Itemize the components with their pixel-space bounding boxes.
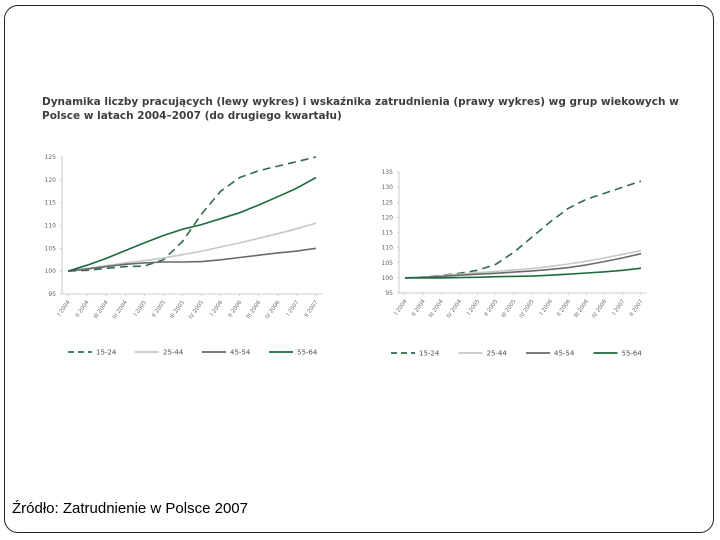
y-tick-label: 115 (45, 200, 57, 207)
x-tick-label: II 2006 (228, 299, 244, 318)
x-tick-label: IV 2004 (446, 298, 463, 319)
y-tick-label: 105 (382, 260, 394, 267)
y-tick-label: 135 (382, 169, 394, 176)
legend-label: 55-64 (297, 349, 318, 357)
x-tick-label: III 2005 (169, 299, 186, 320)
slide-frame (4, 5, 714, 533)
x-tick-label: IV 2004 (112, 299, 129, 320)
legend-label: 55-64 (622, 350, 643, 358)
y-tick-label: 105 (45, 245, 57, 252)
x-tick-label: IV 2005 (519, 298, 536, 319)
x-tick-label: III 2006 (246, 299, 263, 320)
x-tick-label: II 2005 (484, 298, 500, 317)
figure-title: Dynamika liczby pracujących (lewy wykres… (42, 96, 679, 122)
series-line-s2544 (67, 222, 317, 272)
x-tick-label: III 2005 (501, 298, 518, 319)
series-line-s1524 (67, 156, 317, 272)
y-tick-label: 130 (382, 184, 394, 191)
x-tick-label: I 2004 (394, 298, 409, 316)
x-tick-label: III 2004 (93, 299, 110, 320)
legend-label: 45-54 (230, 349, 251, 357)
x-tick-label: I 2005 (133, 299, 148, 317)
series-line-s4554 (404, 252, 642, 279)
x-tick-label: I 2007 (286, 299, 301, 317)
source-caption: Źródło: Zatrudnienie w Polsce 2007 (12, 500, 248, 517)
y-tick-label: 95 (385, 290, 393, 297)
x-tick-label: I 2004 (57, 299, 72, 317)
x-tick-label: II 2007 (304, 299, 320, 318)
y-tick-label: 125 (382, 199, 394, 206)
x-tick-label: II 2004 (411, 298, 427, 317)
x-tick-label: IV 2005 (188, 299, 205, 320)
y-tick-label: 125 (45, 154, 57, 161)
x-tick-label: III 2006 (573, 298, 590, 319)
x-tick-label: I 2007 (612, 298, 627, 316)
x-tick-label: IV 2006 (264, 299, 281, 320)
series-line-s5564 (67, 176, 317, 272)
x-tick-label: I 2006 (539, 298, 554, 316)
series-line-s1524 (404, 180, 642, 279)
y-tick-label: 100 (382, 275, 394, 282)
x-tick-label: II 2006 (556, 298, 572, 317)
y-tick-label: 110 (45, 223, 57, 230)
y-tick-label: 120 (382, 214, 394, 221)
y-tick-label: 120 (45, 177, 57, 184)
y-tick-label: 95 (48, 291, 56, 298)
series-line-s2544 (404, 249, 642, 279)
y-tick-label: 110 (382, 245, 394, 252)
legend-label: 15-24 (419, 350, 440, 358)
legend-label: 15-24 (96, 349, 117, 357)
legend-label: 45-54 (554, 350, 575, 358)
x-tick-label: I 2006 (209, 299, 224, 317)
x-tick-label: I 2005 (466, 298, 481, 316)
series-line-s5564 (405, 267, 642, 279)
x-tick-label: II 2005 (151, 299, 167, 318)
legend-label: 25-44 (487, 350, 508, 358)
y-tick-label: 100 (45, 268, 57, 275)
x-tick-label: II 2007 (629, 298, 645, 317)
legend-label: 25-44 (163, 349, 184, 357)
y-tick-label: 115 (382, 230, 394, 237)
x-tick-label: IV 2006 (591, 298, 608, 319)
x-tick-label: III 2004 (428, 298, 445, 319)
series-line-s4554 (67, 247, 317, 272)
x-tick-label: II 2004 (75, 299, 91, 318)
